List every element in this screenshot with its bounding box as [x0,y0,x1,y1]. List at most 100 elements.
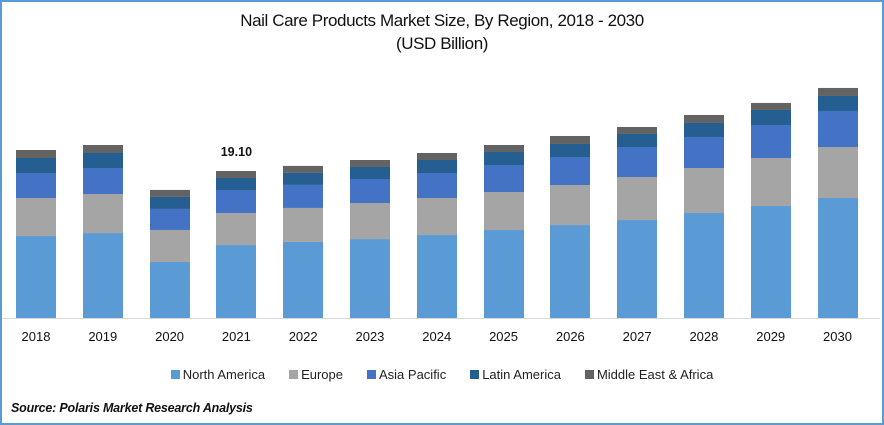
bar-north-america-2025 [484,230,524,318]
legend-swatch [289,370,299,379]
bar-asia-pacific-2023 [350,179,390,204]
bar-middle-east-and-africa-2028 [684,114,724,123]
bar-europe-2020 [150,229,190,262]
bar-middle-east-and-africa-2025 [484,144,524,152]
chart-subtitle: (USD Billion) [395,34,489,53]
chart-title: Nail Care Products Market Size, By Regio… [240,11,644,30]
bar-middle-east-and-africa-2024 [417,152,457,160]
bar-europe-2027 [617,177,657,221]
legend-item-asia-pacific: Asia Pacific [367,367,446,382]
bar-middle-east-and-africa-2029 [751,102,791,110]
bars-group [16,87,858,318]
bar-asia-pacific-2025 [484,165,524,193]
bar-europe-2018 [16,198,56,237]
bar-europe-2022 [283,207,323,242]
bar-middle-east-and-africa-2030 [818,87,858,96]
legend: North America Europe Asia Pacific Latin Ame… [0,367,884,382]
x-tick-label: 2030 [823,329,852,344]
bar-middle-east-and-africa-2027 [617,126,657,134]
bar-europe-2025 [484,192,524,231]
x-tick-labels: 2018 2019 2020 2021 2022 2023 2024 2025 2026 2027… [22,329,852,344]
bar-north-america-2022 [283,241,323,318]
legend-swatch [470,370,480,379]
bar-latin-america-2022 [283,172,323,185]
bar-north-america-2030 [818,198,858,318]
bar-europe-2030 [818,146,858,199]
bar-latin-america-2026 [550,143,590,157]
bar-north-america-2028 [684,213,724,318]
bar-north-america-2029 [751,206,791,318]
bar-asia-pacific-2027 [617,146,657,178]
legend-swatch [584,370,594,379]
bar-north-america-2021 [216,245,256,318]
bar-europe-2019 [83,194,123,234]
bar-latin-america-2018 [16,157,56,173]
legend-item-europe: Europe [289,367,343,382]
x-tick-label: 2027 [623,329,652,344]
x-tick-label: 2023 [355,329,384,344]
legend-label: Latin America [482,367,561,382]
legend-label: Middle East & Africa [596,367,714,382]
x-tick-label: 2020 [155,329,184,344]
legend-item-middle-east-and-africa: Middle East & Africa [584,367,714,382]
bar-asia-pacific-2029 [751,124,791,158]
bar-latin-america-2019 [83,152,123,168]
x-tick-label: 2028 [689,329,718,344]
bar-latin-america-2029 [751,109,791,125]
bar-asia-pacific-2024 [417,173,457,199]
bar-north-america-2027 [617,220,657,318]
bar-north-america-2019 [83,233,123,318]
bar-latin-america-2020 [150,196,190,209]
bar-asia-pacific-2019 [83,168,123,195]
bar-north-america-2018 [16,236,56,318]
x-tick-label: 2022 [289,329,318,344]
bar-middle-east-and-africa-2019 [83,144,123,153]
bar-europe-2024 [417,198,457,236]
bar-middle-east-and-africa-2023 [350,159,390,167]
legend-label: North America [182,367,266,382]
bar-middle-east-and-africa-2026 [550,135,590,144]
x-tick-label: 2021 [222,329,251,344]
bar-asia-pacific-2028 [684,136,724,168]
bar-middle-east-and-africa-2021 [216,171,256,178]
bar-asia-pacific-2018 [16,173,56,199]
legend-swatch [367,370,376,379]
bar-europe-2028 [684,168,724,214]
bar-latin-america-2021 [216,178,256,191]
legend-label: Asia Pacific [379,367,447,382]
legend-label: Europe [301,367,343,382]
bar-latin-america-2024 [417,159,457,173]
bar-middle-east-and-africa-2018 [16,149,56,158]
source-note: Source: Polaris Market Research Analysis [11,401,253,415]
bar-asia-pacific-2026 [550,156,590,185]
bar-north-america-2023 [350,239,390,318]
annotations: 19.10 [221,145,252,159]
bar-europe-2021 [216,213,256,246]
bar-latin-america-2025 [484,151,524,165]
x-tick-label: 2019 [88,329,117,344]
bar-europe-2026 [550,185,590,226]
bar-latin-america-2028 [684,122,724,137]
bar-latin-america-2027 [617,133,657,147]
legend-swatch [170,370,180,379]
bar-asia-pacific-2022 [283,184,323,208]
legend-item-latin-america: Latin America [470,367,561,382]
bar-north-america-2026 [550,225,590,318]
bar-asia-pacific-2030 [818,110,858,147]
data-label-2021: 19.10 [221,145,252,159]
bar-asia-pacific-2021 [216,190,256,214]
x-tick-label: 2018 [22,329,51,344]
bar-latin-america-2023 [350,167,390,180]
bar-middle-east-and-africa-2022 [283,165,323,173]
x-tick-label: 2024 [422,329,451,344]
legend-item-north-america: North America [170,367,266,382]
bar-north-america-2020 [150,261,190,318]
bar-europe-2023 [350,203,390,240]
x-tick-label: 2026 [556,329,585,344]
bar-middle-east-and-africa-2020 [150,189,190,197]
bar-latin-america-2030 [818,95,858,111]
bar-europe-2029 [751,157,791,207]
x-tick-label: 2029 [756,329,785,344]
bar-asia-pacific-2020 [150,208,190,230]
